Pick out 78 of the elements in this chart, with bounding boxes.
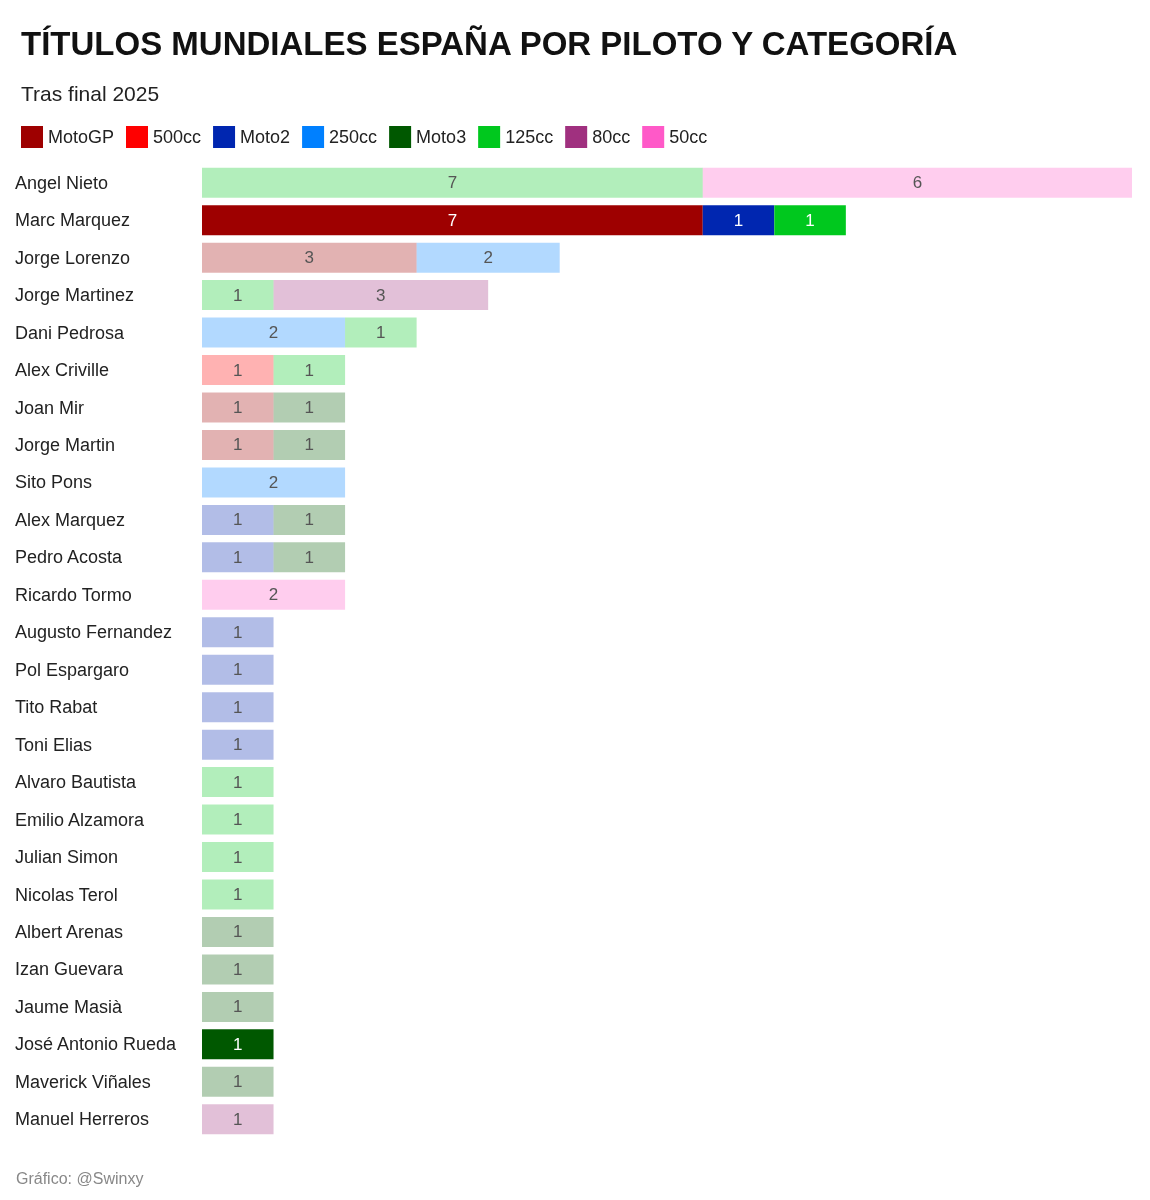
legend-label: 250cc [329, 127, 378, 147]
data-label: 1 [304, 360, 315, 380]
y-tick-label: Ricardo Tormo [15, 584, 132, 605]
chart-title: TÍTULOS MUNDIALES ESPAÑA POR PILOTO Y CATEGORÍA [21, 25, 958, 62]
data-label: 1 [233, 435, 243, 455]
data-label: 1 [304, 398, 315, 417]
bar [202, 205, 703, 236]
y-tick-label: Alex Marquez [15, 509, 126, 530]
data-label: 2 [483, 248, 493, 268]
y-tick-label: Dani Pedrosa [15, 322, 126, 343]
legend-label: 500cc [153, 127, 202, 147]
data-label: 1 [233, 622, 243, 642]
y-tick-label: Alvaro Bautista [15, 772, 138, 793]
y-tick-label: Angel Nieto [15, 172, 109, 193]
y-tick-label: Julian Simon [15, 847, 119, 868]
data-label: 1 [233, 547, 243, 567]
data-label: 7 [447, 173, 458, 193]
y-tick-label: Joan Mir [15, 397, 85, 418]
y-tick-label: Marc Marquez [15, 210, 131, 231]
chart-subtitle: Tras final 2025 [21, 82, 160, 105]
bar [774, 205, 846, 236]
data-label: 1 [733, 210, 744, 230]
data-label: 1 [233, 772, 243, 792]
legend-label: 80cc [592, 127, 631, 147]
data-label: 2 [268, 472, 279, 492]
data-label: 1 [376, 323, 386, 343]
y-tick-label: Toni Elias [15, 734, 93, 755]
legend-label: Moto2 [240, 127, 291, 147]
legend-label: 50cc [669, 127, 708, 147]
data-label: 1 [304, 547, 315, 567]
y-tick-label: Augusto Fernandez [15, 622, 173, 643]
data-label: 7 [447, 210, 458, 230]
data-label: 1 [233, 1109, 243, 1129]
y-tick-label: Nicolas Terol [15, 884, 118, 905]
data-label: 1 [233, 922, 243, 942]
legend-label: Moto3 [416, 127, 467, 147]
data-label: 2 [268, 585, 279, 605]
bar [202, 1029, 274, 1060]
y-tick-label: Emilio Alzamora [15, 809, 146, 830]
data-label: 1 [233, 697, 243, 717]
bar [702, 205, 775, 236]
y-tick-label: Alex Criville [15, 360, 110, 381]
y-tick-label: Maverick Viñales [15, 1071, 151, 1092]
y-tick-label: Izan Guevara [15, 959, 125, 980]
data-label: 1 [233, 885, 243, 904]
y-tick-label: Albert Arenas [15, 921, 124, 942]
data-label: 1 [304, 510, 315, 530]
data-label: 1 [233, 398, 243, 417]
data-label: 1 [233, 660, 243, 680]
data-label: 2 [268, 323, 279, 343]
legend-label: 125cc [505, 127, 554, 147]
data-label: 1 [233, 959, 243, 979]
data-label: 1 [233, 1034, 243, 1054]
data-label: 1 [233, 360, 243, 380]
y-tick-label: Tito Rabat [15, 697, 98, 718]
y-tick-label: Pol Espargaro [15, 659, 130, 680]
data-label: 1 [304, 435, 315, 455]
y-tick-label: Jorge Lorenzo [15, 247, 131, 268]
y-tick-label: Sito Pons [15, 472, 93, 493]
data-label: 1 [233, 510, 243, 530]
data-label: 1 [233, 847, 243, 867]
data-label: 1 [233, 285, 243, 305]
data-label: 3 [304, 248, 315, 268]
data-label: 1 [805, 210, 815, 230]
data-label: 6 [912, 173, 923, 193]
text: Gráfico: @Swinxy [16, 1169, 144, 1187]
legend-label: MotoGP [48, 127, 115, 147]
data-label: 1 [233, 997, 243, 1017]
data-label: 1 [233, 735, 243, 755]
data-label: 1 [233, 810, 243, 830]
data-label: 3 [376, 285, 386, 305]
y-tick-label: Jaume Masià [15, 996, 124, 1017]
data-label: 1 [233, 1072, 243, 1092]
y-tick-label: Manuel Herreros [15, 1109, 150, 1130]
y-tick-label: José Antonio Rueda [15, 1034, 178, 1055]
y-tick-label: Pedro Acosta [15, 547, 124, 568]
y-tick-label: Jorge Martinez [15, 285, 135, 306]
y-tick-label: Jorge Martin [15, 434, 116, 455]
